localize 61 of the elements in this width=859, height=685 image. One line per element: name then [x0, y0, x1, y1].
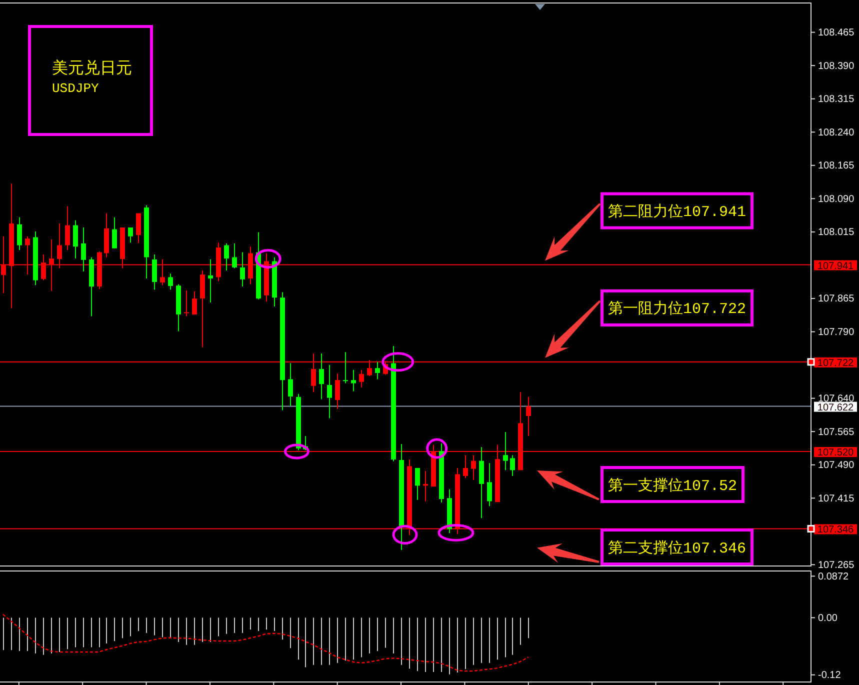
- annotation: 第一阻力位107.722: [608, 300, 746, 318]
- candlestick: [335, 372, 340, 410]
- candlestick: [232, 242, 237, 269]
- y-tick-label: 108.390: [818, 60, 855, 72]
- ref-line-label: 107.941: [817, 260, 854, 272]
- candlestick: [17, 216, 22, 251]
- y-tick-label: 108.015: [818, 227, 855, 238]
- annotation: 第一支撑位107.52: [608, 476, 738, 495]
- candlestick: [503, 432, 508, 471]
- candlestick: [240, 252, 245, 287]
- y-tick-label: 107.415: [818, 493, 855, 504]
- text: 美元兑日元: [52, 58, 132, 77]
- candlestick: [351, 369, 356, 392]
- candlestick: [112, 216, 117, 249]
- candlestick: [415, 467, 420, 500]
- line-series: [2, 614, 529, 672]
- candlestick: [359, 369, 364, 388]
- candlestick: [526, 396, 531, 437]
- candlestick: [510, 454, 515, 476]
- y-tick-label: 107.790: [818, 326, 855, 338]
- candlestick: [224, 242, 229, 272]
- candlestick: [184, 290, 189, 317]
- y-tick-label: 108.465: [818, 27, 855, 38]
- candlestick: [136, 212, 141, 244]
- candlestick: [128, 226, 133, 244]
- y-tick-label: 0.0872: [818, 571, 850, 582]
- candlestick: [343, 352, 348, 384]
- candlestick: [463, 454, 468, 479]
- candlestick: [81, 226, 86, 272]
- text: USDJPY: [52, 81, 100, 96]
- candlestick: [479, 446, 484, 519]
- y-tick-label: 107.865: [818, 294, 855, 305]
- y-tick-label: 107.490: [818, 460, 855, 472]
- candlestick: [168, 273, 173, 290]
- ref-line-label: 107.346: [817, 524, 854, 536]
- annotation: 第二阻力位107.941: [608, 203, 746, 222]
- annotation: 第二支撑位107.346: [608, 539, 746, 558]
- candlestick: [471, 454, 476, 480]
- y-tick-label: 108.090: [818, 194, 855, 205]
- ref-line-label: 107.622: [817, 402, 854, 414]
- y-tick-label: 108.165: [818, 160, 855, 172]
- candlestick: [487, 462, 492, 507]
- y-tick-label: -0.12: [818, 670, 842, 682]
- y-tick-label: 0.00: [818, 612, 838, 624]
- candlestick: [288, 362, 293, 406]
- candlestick: [65, 206, 70, 251]
- y-tick-label: 107.565: [818, 426, 855, 438]
- y-tick-label: 108.240: [818, 127, 855, 138]
- candlestick: [208, 258, 213, 303]
- y-tick-label: 108.315: [818, 94, 855, 106]
- candlestick: [152, 254, 157, 290]
- candlestick: [327, 364, 332, 419]
- candlestick: [192, 290, 197, 315]
- y-tick-label: 107.265: [818, 560, 855, 571]
- candlestick: [73, 220, 78, 260]
- candlestick: [200, 270, 205, 348]
- candlestick: [375, 361, 380, 380]
- y-tick-label: 107.640: [818, 394, 855, 404]
- candlestick: [319, 352, 324, 400]
- ref-line-label: 107.520: [817, 448, 854, 459]
- ref-line-label: 107.722: [817, 358, 854, 369]
